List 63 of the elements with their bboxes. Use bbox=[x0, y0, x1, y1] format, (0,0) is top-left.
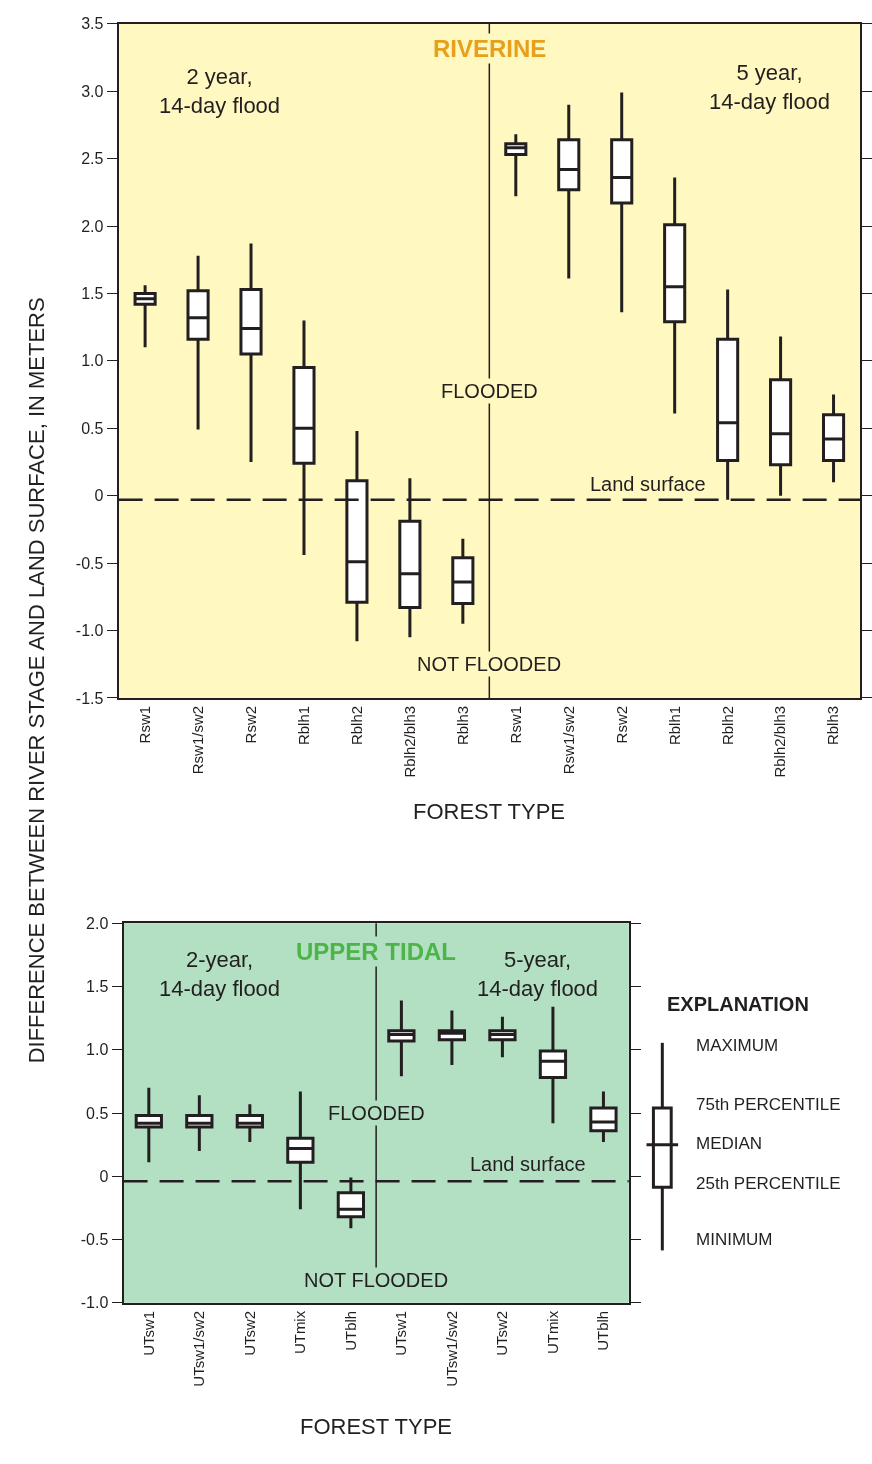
annotation: NOT FLOODED bbox=[304, 1269, 449, 1291]
text: UPPER TIDAL bbox=[296, 938, 457, 965]
y-tick-label: 1.5 bbox=[86, 978, 109, 996]
x-tick-label: UTsw2 bbox=[240, 1310, 258, 1356]
annotation: FLOODED bbox=[441, 380, 538, 402]
text: RIVERINE bbox=[433, 35, 547, 62]
y-tick-label: 1.5 bbox=[81, 285, 104, 303]
y-tick-label: -1.0 bbox=[75, 622, 104, 640]
x-tick-label: UTsw1/sw2 bbox=[442, 1310, 460, 1387]
x-tick-label: Rblh1 bbox=[294, 705, 312, 746]
y-tick-label: -0.5 bbox=[75, 554, 104, 572]
x-axis-title: FOREST TYPE bbox=[300, 1414, 453, 1439]
legend-label: Land surface bbox=[470, 1153, 586, 1175]
x-tick-label: UTsw1/sw2 bbox=[190, 1310, 208, 1387]
y-tick-label: 0 bbox=[99, 1167, 109, 1185]
x-tick-label: Rblh1 bbox=[665, 705, 683, 746]
text: MINIMUM bbox=[696, 1230, 773, 1249]
y-tick-label: 1.0 bbox=[81, 352, 104, 370]
y-tick-label: 0 bbox=[94, 487, 104, 505]
text: 75th PERCENTILE bbox=[696, 1095, 841, 1114]
x-tick-label: UTmix bbox=[543, 1310, 561, 1355]
y-tick-label: 2.0 bbox=[86, 914, 109, 932]
x-tick-label: Rsw1/sw2 bbox=[188, 705, 206, 775]
text: MEDIAN bbox=[696, 1134, 763, 1153]
x-tick-label: UTsw1 bbox=[139, 1310, 157, 1356]
x-tick-label: Rsw1 bbox=[506, 705, 524, 744]
y-tick-label: 0.5 bbox=[81, 419, 104, 437]
y-tick-label: 3.5 bbox=[81, 15, 104, 33]
annotation: 5-year, 14-day flood bbox=[477, 947, 599, 1001]
text: MAXIMUM bbox=[696, 1036, 779, 1055]
x-tick-label: Rblh2/blh3 bbox=[400, 705, 418, 778]
annotation: NOT FLOODED bbox=[417, 653, 562, 675]
y-tick-label: -1.5 bbox=[75, 689, 104, 707]
x-tick-label: Rblh2/blh3 bbox=[771, 705, 789, 778]
x-tick-label: Rsw1/sw2 bbox=[559, 705, 577, 775]
x-tick-label: Rsw2 bbox=[241, 705, 259, 744]
ref-line-label: Land surface bbox=[590, 473, 706, 495]
annotation: 2 year, 14-day flood bbox=[159, 64, 281, 118]
x-tick-label: Rsw1 bbox=[135, 705, 153, 744]
y-tick-label: -0.5 bbox=[80, 1231, 109, 1249]
y-tick-label: 2.5 bbox=[81, 150, 104, 168]
x-tick-label: UTsw1 bbox=[392, 1310, 410, 1356]
y-tick-label: 1.0 bbox=[86, 1041, 109, 1059]
x-tick-label: UTmix bbox=[291, 1310, 309, 1355]
x-tick-label: Rsw2 bbox=[612, 705, 630, 744]
x-tick-label: UTsw2 bbox=[493, 1310, 511, 1356]
x-tick-label: Rblh2 bbox=[718, 705, 736, 746]
y-tick-label: -1.0 bbox=[80, 1294, 109, 1312]
x-tick-label: Rblh3 bbox=[453, 705, 471, 746]
x-tick-label: UTblh bbox=[341, 1310, 359, 1351]
y-axis-title: DIFFERENCE BETWEEN RIVER STAGE AND LAND SURFACE, IN METERS bbox=[24, 297, 50, 1064]
x-tick-label: UTblh bbox=[594, 1310, 612, 1351]
annotation: 5 year, 14-day flood bbox=[709, 60, 831, 114]
text: 25th PERCENTILE bbox=[696, 1174, 841, 1193]
x-tick-label: Rblh2 bbox=[347, 705, 365, 746]
x-tick-label: Rblh3 bbox=[824, 705, 842, 746]
annotation: 2-year, 14-day flood bbox=[159, 947, 281, 1001]
annotation: FLOODED bbox=[328, 1102, 425, 1124]
text: EXPLANATION bbox=[667, 993, 809, 1015]
y-tick-label: 0.5 bbox=[86, 1104, 109, 1122]
y-tick-label: 3.0 bbox=[81, 82, 104, 100]
y-tick-label: 2.0 bbox=[81, 217, 104, 235]
x-axis-title: FOREST TYPE bbox=[413, 799, 566, 824]
